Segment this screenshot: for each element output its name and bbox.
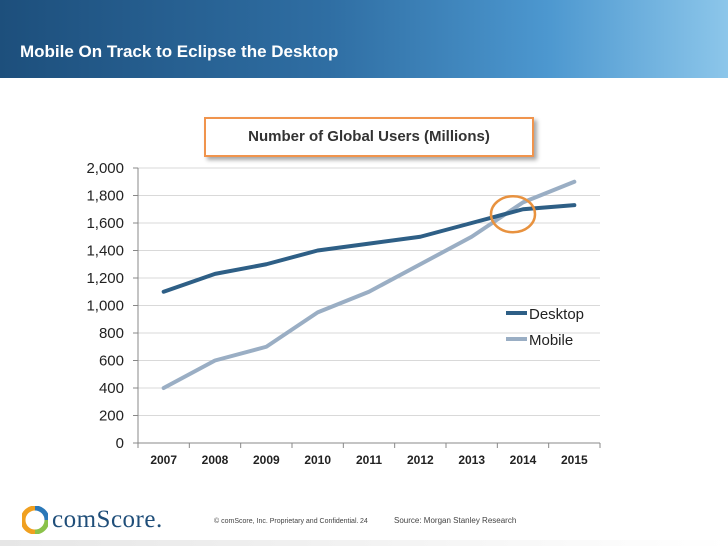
bottom-strip (0, 540, 728, 546)
comscore-logo-icon (22, 506, 48, 534)
y-tick-label: 1,000 (86, 298, 124, 315)
line-chart: 0 200 400 600 800 1,000 1,200 1,400 1,600 1,800 2,… (86, 160, 601, 467)
series-line-desktop (161, 203, 577, 294)
comscore-logo: comScore. (52, 506, 163, 533)
chart-title: Number of Global Users (Millions) (248, 128, 490, 145)
legend-label-desktop: Desktop (529, 306, 584, 323)
chart-title-box: Number of Global Users (Millions) (204, 117, 534, 157)
crossover-highlight-circle (489, 195, 537, 234)
y-tick-label: 0 (116, 435, 124, 452)
y-tick-label: 1,200 (86, 270, 124, 287)
legend-label-mobile: Mobile (529, 332, 573, 349)
x-tick-label: 2007 (150, 453, 177, 467)
y-tick-label: 1,600 (86, 215, 124, 232)
page-number: 24 (360, 518, 368, 525)
y-tick-label: 1,800 (86, 188, 124, 205)
y-tick-label: 600 (99, 353, 124, 370)
footer: comScore. © comScore, Inc. Proprietary a… (0, 498, 728, 546)
y-tick-label: 400 (99, 380, 124, 397)
y-tick-label: 1,400 (86, 243, 124, 260)
source-note: Source: Morgan Stanley Research (394, 516, 517, 525)
x-tick-label: 2012 (407, 453, 434, 467)
x-tick-label: 2009 (253, 453, 280, 467)
x-tick-label: 2008 (202, 453, 229, 467)
x-tick-label: 2013 (458, 453, 485, 467)
x-tick-label: 2015 (561, 453, 588, 467)
slide-title: Mobile On Track to Eclipse the Desktop (20, 42, 339, 61)
slide-header (0, 0, 728, 78)
y-tick-label: 800 (99, 325, 124, 342)
copyright-text: © comScore, Inc. Proprietary and Confide… (214, 518, 359, 525)
x-tick-label: 2011 (356, 453, 382, 467)
y-tick-label: 200 (99, 408, 124, 425)
y-tick-label: 2,000 (86, 160, 124, 177)
x-tick-label: 2014 (510, 453, 537, 467)
x-tick-label: 2010 (304, 453, 331, 467)
